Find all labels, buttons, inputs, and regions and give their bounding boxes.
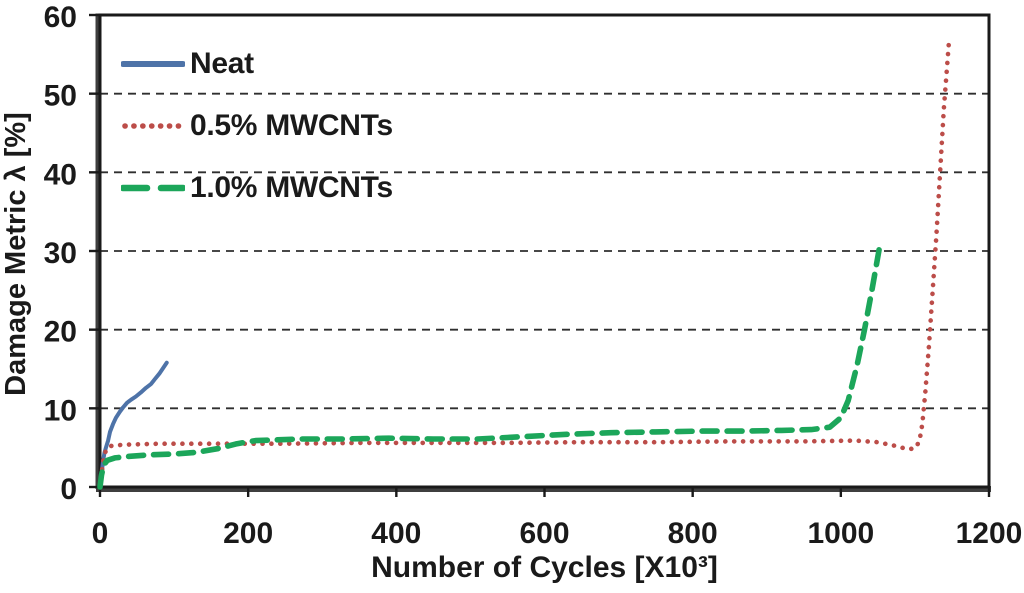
legend-item-neat: Neat: [121, 44, 393, 84]
legend-line-sample-dashed: [121, 184, 185, 192]
x-tick-label: 600: [519, 517, 569, 550]
x-tick-label: 200: [223, 517, 273, 550]
x-tick-label: 1000: [807, 517, 874, 550]
legend: Neat 0.5% MWCNTs 1.0% MWCNTs: [121, 44, 393, 208]
y-tick-label: 40: [44, 158, 77, 191]
legend-label: Neat: [190, 47, 254, 80]
y-tick-label: 50: [44, 80, 77, 113]
y-axis-title: Damage Metric λ [%]: [0, 112, 32, 396]
legend-label: 0.5% MWCNTs: [190, 109, 393, 142]
y-tick-label: 20: [44, 316, 77, 349]
series-line-dashed: [97, 245, 883, 490]
x-tick-label: 0: [92, 517, 109, 550]
legend-label: 1.0% MWCNTs: [190, 171, 393, 204]
x-tick-label: 1200: [956, 517, 1023, 550]
legend-line-sample-solid: [121, 61, 185, 67]
x-tick-label: 800: [668, 517, 718, 550]
x-tick-label: 400: [371, 517, 421, 550]
y-tick-label: 30: [44, 237, 77, 270]
series-line-solid: [98, 360, 169, 489]
y-tick-label: 60: [44, 1, 77, 34]
y-tick-label: 10: [44, 394, 77, 427]
legend-item-0-5-mwcnts: 0.5% MWCNTs: [121, 106, 393, 146]
y-tick-label: 0: [60, 473, 77, 506]
x-axis-title: Number of Cycles [X10³]: [371, 551, 718, 584]
legend-line-sample-dotted: [122, 123, 185, 129]
legend-item-1-0-mwcnts: 1.0% MWCNTs: [121, 168, 393, 208]
series-line-dotted: [97, 38, 952, 490]
